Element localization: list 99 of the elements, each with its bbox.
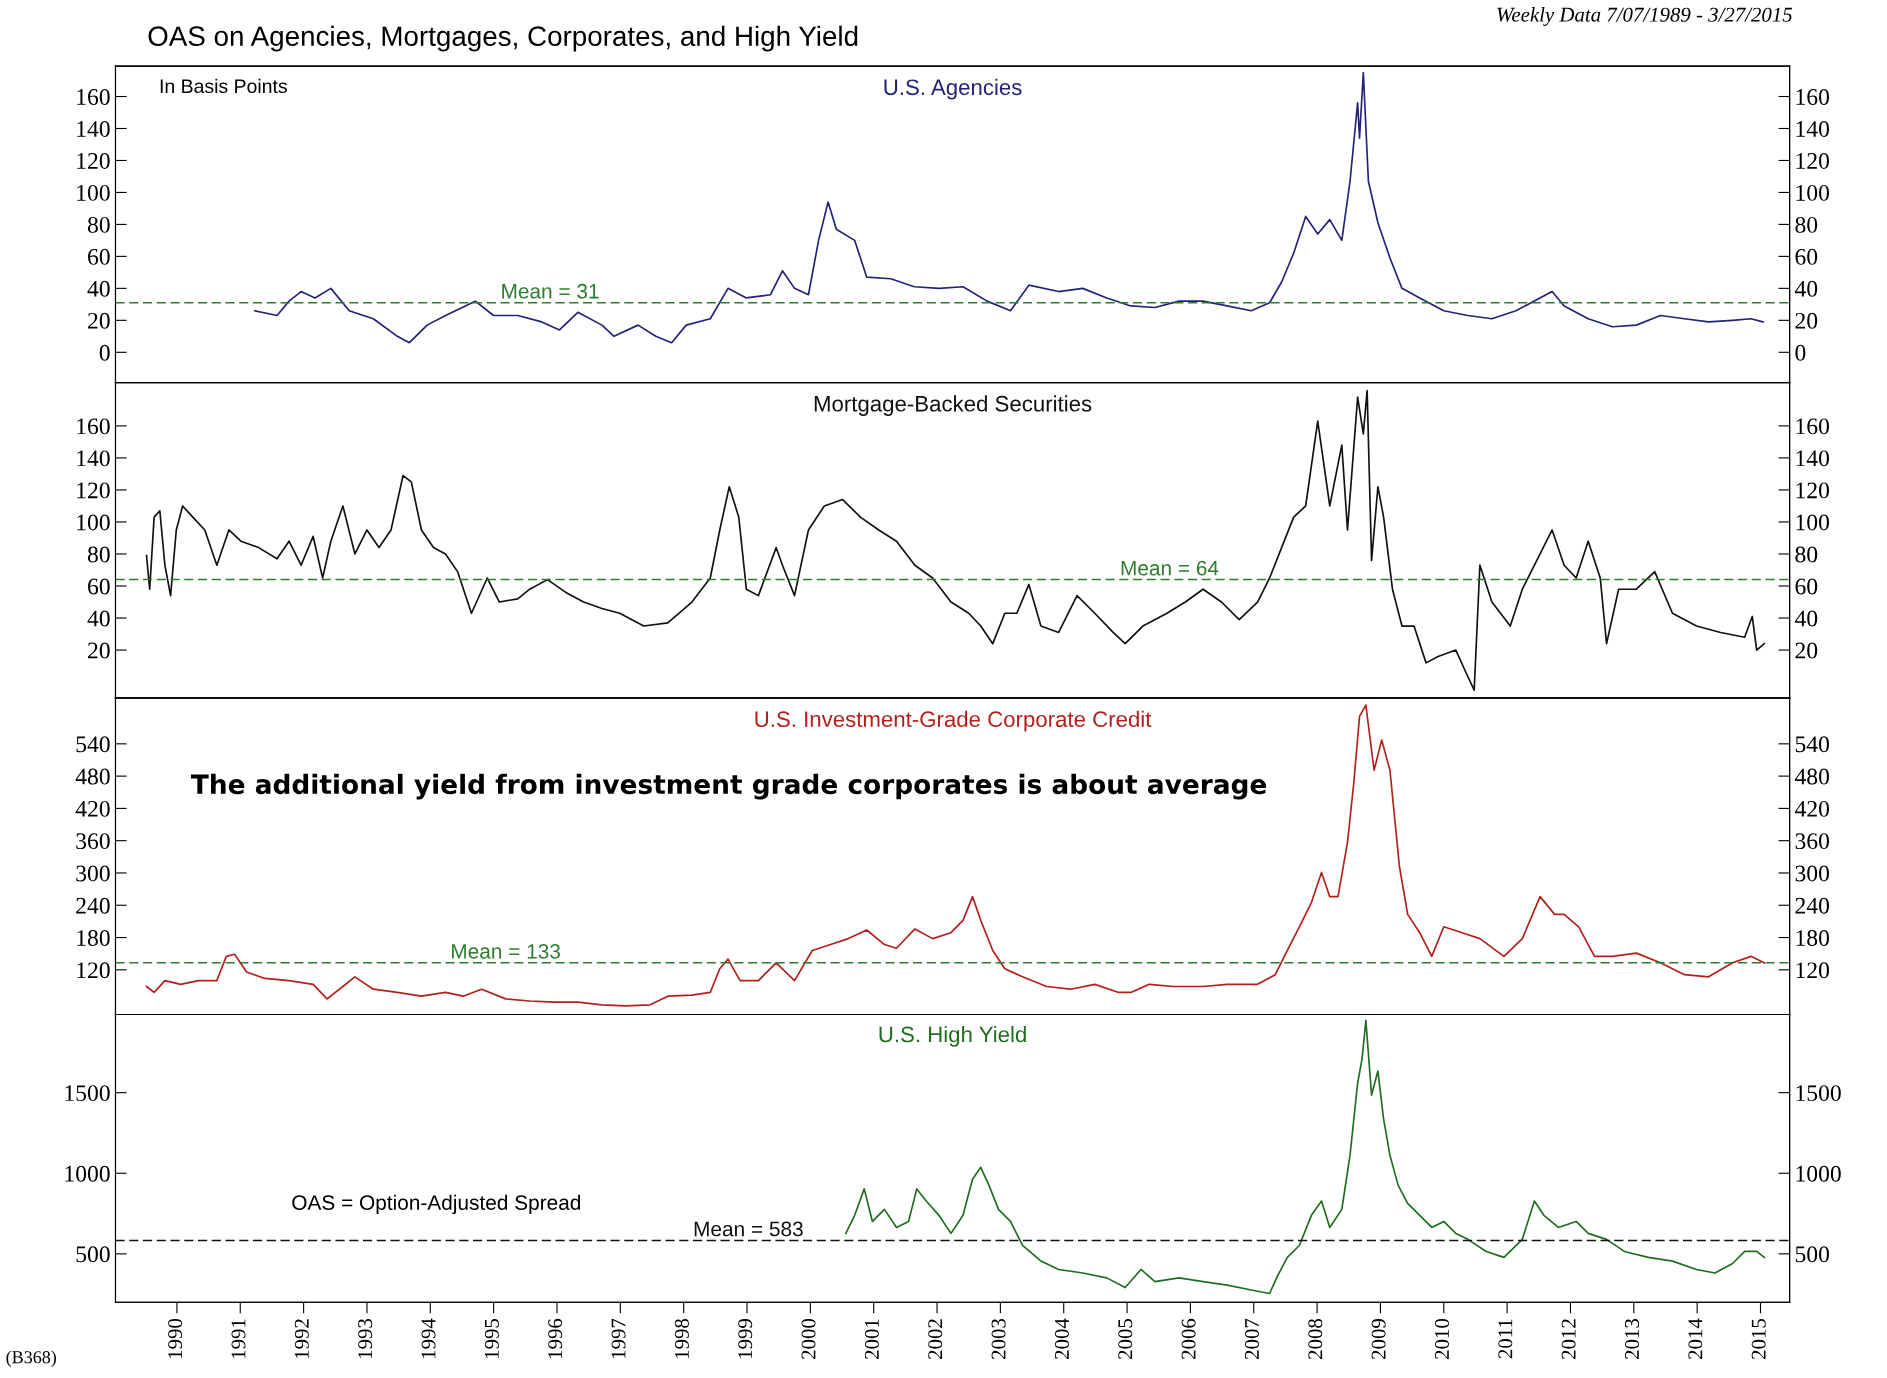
x-tick-label: 1996 [548, 1318, 563, 1359]
y2-tick-label: 360 [1795, 833, 1830, 850]
y2-tick-label: 500 [1795, 1246, 1830, 1263]
text: U.S. Agencies [884, 78, 1022, 100]
line-series [145, 704, 1766, 1007]
y-tick-label: 540 [76, 736, 110, 753]
y-tick-label: 140 [77, 450, 110, 467]
x-tick-label: 1992 [294, 1319, 309, 1359]
y2-tick-label: 540 [1795, 736, 1830, 753]
y-tick-label: 1000 [65, 1165, 110, 1182]
ref-line-label: Mean = 31 [502, 283, 599, 299]
y-tick-label: 1500 [65, 1085, 110, 1102]
ref-line-label: Mean = 133 [452, 943, 561, 959]
y-tick-label: 240 [76, 897, 110, 914]
y-tick-label: 60 [88, 248, 110, 265]
y-tick-label: 500 [76, 1246, 110, 1263]
y2-tick-label: 20 [1795, 312, 1818, 329]
x-tick-label: 2005 [1118, 1319, 1133, 1359]
x-tick-label: 2004 [1054, 1318, 1069, 1359]
y2-tick-label: 0 [1795, 344, 1806, 361]
annotation: In Basis Points [160, 78, 287, 94]
y2-tick-label: 160 [1796, 418, 1830, 435]
y2-tick-label: 240 [1795, 897, 1830, 914]
y2-tick-label: 120 [1796, 482, 1830, 499]
ref-line-label: Mean = 583 [694, 1221, 803, 1237]
y2-tick-label: 100 [1796, 514, 1830, 531]
y2-tick-label: 20 [1795, 642, 1818, 659]
y2-tick-label: 140 [1796, 450, 1830, 467]
x-tick-label: 2009 [1371, 1319, 1386, 1359]
y2-tick-label: 1500 [1796, 1085, 1841, 1102]
x-tick-label: 1993 [358, 1319, 373, 1359]
x-tick-label: 2010 [1434, 1318, 1449, 1359]
y2-tick-label: 480 [1794, 768, 1830, 785]
text: U.S. Investment-Grade Corporate Credit [755, 710, 1152, 732]
x-tick-label: 1991 [231, 1319, 246, 1359]
y-tick-label: 420 [75, 800, 110, 817]
text: Mortgage-Backed Securities [814, 395, 1092, 416]
y2-tick-label: 180 [1796, 930, 1830, 946]
y2-tick-label: 100 [1796, 184, 1830, 201]
y-tick-label: 360 [76, 833, 110, 850]
y-tick-label: 120 [77, 152, 110, 169]
y2-tick-label: 160 [1796, 89, 1830, 105]
x-tick-label: 2002 [928, 1319, 943, 1359]
annotation: The additional yield from investment grade corporates is about average [190, 773, 1267, 800]
x-tick-label: 2015 [1751, 1319, 1766, 1359]
y-tick-label: 120 [77, 962, 110, 979]
y-tick-label: 80 [87, 546, 110, 563]
y2-tick-label: 80 [1795, 216, 1818, 233]
y-tick-label: 480 [75, 768, 110, 785]
line-series [844, 1019, 1766, 1295]
y-tick-label: 20 [88, 642, 110, 659]
x-tick-label: 2000 [801, 1318, 816, 1359]
text: OAS on Agencies, Mortgages, Corporates, and High Yield [148, 25, 858, 52]
x-tick-label: 2001 [864, 1319, 879, 1359]
y2-tick-label: 120 [1796, 152, 1830, 169]
y-tick-label: 40 [87, 610, 110, 627]
y-tick-label: 120 [77, 482, 110, 499]
x-tick-label: 1990 [168, 1318, 183, 1359]
y-tick-label: 100 [77, 514, 110, 531]
y2-tick-label: 80 [1795, 546, 1818, 563]
y-tick-label: 100 [77, 184, 110, 201]
x-tick-label: 2008 [1308, 1318, 1323, 1359]
chart-title: U.S. High Yield [879, 1025, 1026, 1047]
y2-tick-label: 420 [1794, 800, 1830, 817]
x-tick-label: 2011 [1498, 1319, 1513, 1359]
text: Weekly Data 7/07/1989 - 3/27/2015 [1497, 7, 1793, 27]
y2-tick-label: 40 [1794, 280, 1818, 297]
x-tick-label: 2013 [1624, 1319, 1640, 1359]
y-tick-label: 140 [77, 120, 110, 137]
annotation: OAS = Option-Adjusted Spread [292, 1194, 581, 1215]
x-tick-label: 1999 [738, 1319, 753, 1359]
text: (B368) [6, 1350, 57, 1367]
x-tick-label: 1997 [611, 1318, 626, 1359]
y-tick-label: 80 [87, 216, 110, 233]
x-tick-label: 2014 [1688, 1318, 1703, 1359]
x-tick-label: 2007 [1244, 1318, 1259, 1359]
y-tick-label: 160 [77, 89, 110, 105]
x-tick-label: 2012 [1561, 1319, 1576, 1359]
y-tick-label: 160 [77, 418, 110, 435]
x-tick-label: 2006 [1181, 1318, 1196, 1359]
x-tick-label: 1995 [484, 1319, 499, 1359]
line-series [145, 389, 1766, 691]
x-tick-label: 2003 [991, 1319, 1006, 1359]
y-tick-label: 40 [87, 280, 110, 297]
y2-tick-label: 120 [1796, 962, 1830, 979]
x-tick-label: 1994 [421, 1318, 436, 1359]
ref-line-label: Mean = 64 [1121, 560, 1219, 576]
y-tick-label: 180 [77, 930, 110, 946]
y2-tick-label: 140 [1796, 120, 1830, 137]
y-tick-label: 60 [88, 578, 110, 595]
y2-tick-label: 40 [1794, 610, 1818, 627]
y2-tick-label: 60 [1795, 248, 1818, 265]
y-tick-label: 300 [76, 865, 110, 882]
y2-tick-label: 300 [1795, 865, 1830, 882]
y-tick-label: 20 [88, 312, 110, 329]
y2-tick-label: 1000 [1796, 1165, 1841, 1182]
y2-tick-label: 60 [1795, 578, 1818, 595]
y-tick-label: 0 [99, 344, 110, 361]
x-tick-label: 1998 [674, 1318, 689, 1359]
